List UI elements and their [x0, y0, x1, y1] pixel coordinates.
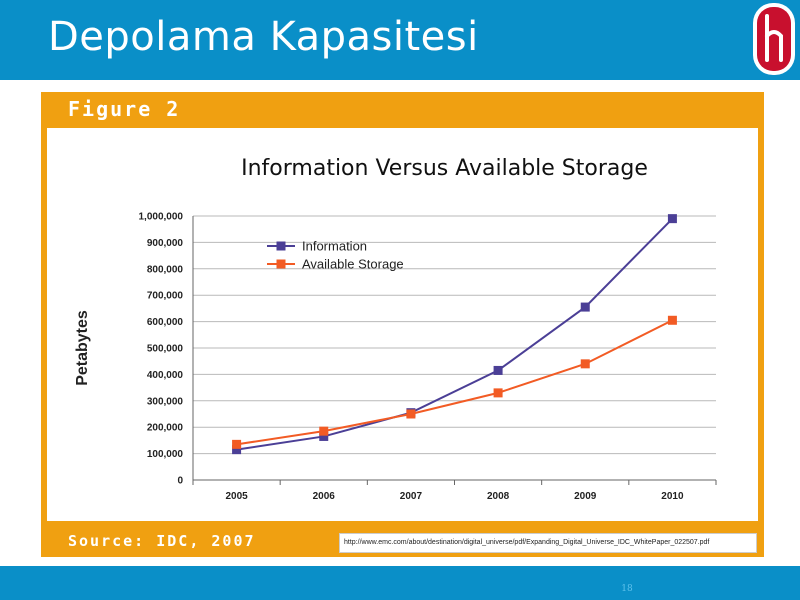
chart-title: Information Versus Available Storage — [241, 156, 648, 181]
data-point — [406, 409, 416, 419]
header-bar — [0, 0, 800, 80]
x-tick-label: 2008 — [487, 491, 510, 502]
y-axis-label: Petabytes — [74, 310, 91, 386]
page-number: 18 — [621, 584, 633, 594]
y-tick-label: 900,000 — [147, 238, 184, 249]
legend-label: Available Storage — [302, 257, 404, 272]
figure-label: Figure 2 — [68, 97, 181, 121]
hacettepe-logo-icon — [753, 3, 795, 75]
data-point — [493, 365, 503, 375]
source-url[interactable]: http://www.emc.com/about/destination/dig… — [339, 533, 757, 553]
legend-label: Information — [302, 239, 367, 254]
legend-marker — [276, 241, 286, 251]
y-tick-label: 200,000 — [147, 423, 184, 434]
y-tick-label: 500,000 — [147, 344, 184, 355]
series-line-information — [236, 217, 674, 451]
y-tick-label: 1,000,000 — [139, 212, 184, 223]
y-tick-label: 100,000 — [147, 449, 184, 460]
figure-panel — [47, 128, 758, 521]
data-point — [493, 388, 503, 398]
data-point — [232, 439, 242, 449]
data-point — [319, 426, 329, 436]
data-point — [667, 315, 677, 325]
x-tick-label: 2007 — [400, 491, 423, 502]
figure-source: Source: IDC, 2007 — [68, 532, 256, 550]
x-tick-label: 2009 — [574, 491, 597, 502]
data-point — [667, 214, 677, 224]
x-tick-label: 2005 — [225, 491, 248, 502]
y-tick-label: 800,000 — [147, 264, 184, 275]
footer-accent — [85, 563, 288, 567]
footer-bar — [0, 566, 800, 600]
x-tick-label: 2006 — [313, 491, 336, 502]
y-tick-label: 600,000 — [147, 317, 184, 328]
series-line-available-storage — [236, 319, 673, 446]
data-point — [580, 302, 590, 312]
line-chart: Information Versus Available Storage 1,00… — [74, 156, 717, 502]
data-point — [232, 445, 242, 455]
y-tick-label: 300,000 — [147, 396, 184, 407]
x-tick-label: 2010 — [661, 491, 684, 502]
y-tick-label: 400,000 — [147, 370, 184, 381]
slide-title: Depolama Kapasitesi — [48, 14, 479, 60]
y-tick-label: 0 — [177, 476, 183, 487]
legend-marker — [276, 259, 286, 269]
y-tick-label: 700,000 — [147, 291, 184, 302]
data-point — [319, 431, 329, 441]
data-point — [580, 359, 590, 369]
